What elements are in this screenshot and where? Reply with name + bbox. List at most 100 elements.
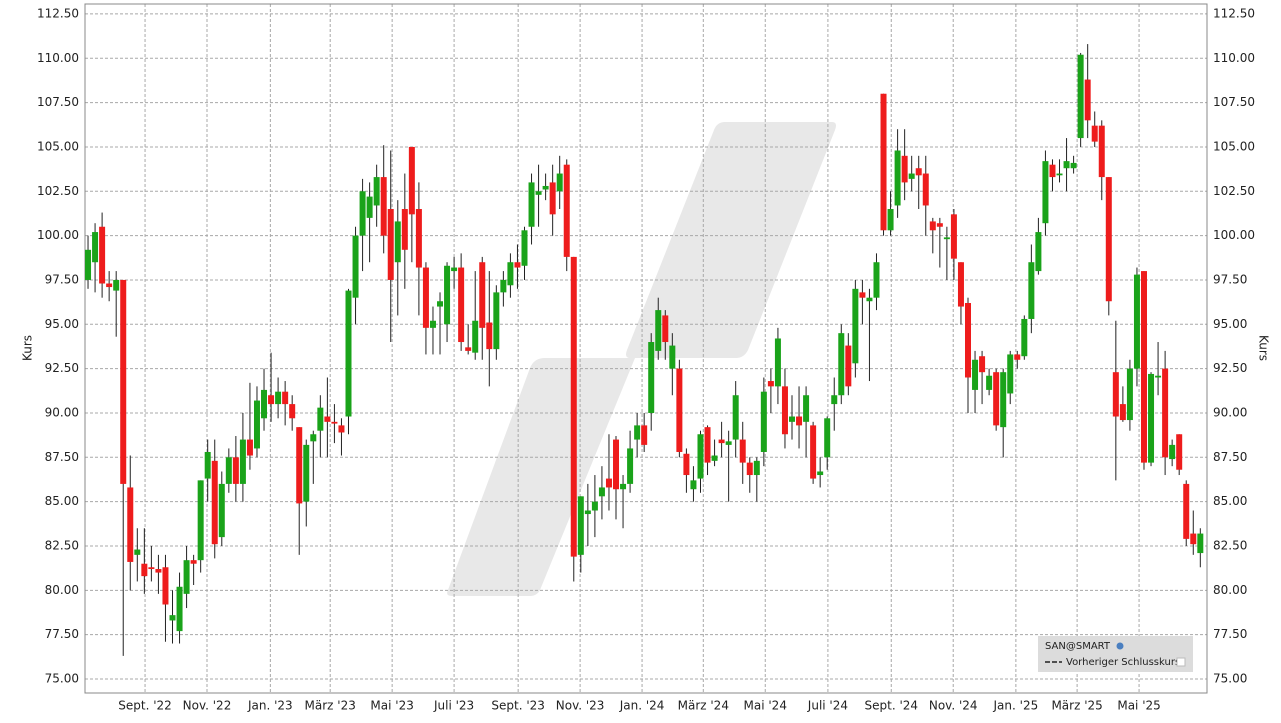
y2-axis-label: Kurs bbox=[1257, 335, 1271, 361]
candle-body bbox=[148, 567, 155, 570]
candle-body bbox=[725, 441, 732, 445]
candle-body bbox=[950, 214, 957, 259]
candle-body bbox=[134, 549, 141, 555]
candle-body bbox=[1155, 375, 1162, 378]
y2-tick-label: 92.50 bbox=[1213, 361, 1247, 375]
candle-body bbox=[211, 460, 218, 545]
x-tick-label: März '24 bbox=[678, 699, 729, 713]
candle-body bbox=[1028, 262, 1035, 319]
y2-tick-label: 112.50 bbox=[1213, 6, 1255, 20]
candle-body bbox=[1091, 125, 1098, 142]
candle-body bbox=[437, 301, 444, 307]
candle-body bbox=[239, 439, 246, 484]
y2-tick-label: 100.00 bbox=[1213, 228, 1255, 242]
candle-body bbox=[493, 292, 500, 350]
legend-label: Vorheriger Schlusskurs bbox=[1066, 657, 1180, 668]
y2-tick-label: 95.00 bbox=[1213, 317, 1247, 331]
candle-body bbox=[613, 439, 620, 490]
candle-body bbox=[655, 310, 662, 351]
candle-body bbox=[570, 256, 577, 557]
candle-body bbox=[197, 480, 204, 561]
candle-body bbox=[774, 338, 781, 387]
legend-label: SAN@SMART bbox=[1045, 641, 1111, 652]
y2-tick-label: 75.00 bbox=[1213, 671, 1247, 685]
candle-body bbox=[275, 391, 282, 405]
candle-body bbox=[1077, 54, 1084, 139]
x-tick-label: Juli '23 bbox=[433, 699, 474, 713]
candle-body bbox=[929, 221, 936, 231]
y2-tick-label: 110.00 bbox=[1213, 51, 1255, 65]
x-tick-label: Nov. '23 bbox=[556, 699, 605, 713]
candle-body bbox=[845, 345, 852, 387]
candle-body bbox=[190, 560, 197, 564]
candle-body bbox=[662, 315, 669, 343]
candle-body bbox=[176, 586, 183, 632]
candle-body bbox=[458, 267, 465, 343]
candle-body bbox=[1007, 354, 1014, 394]
candle-body bbox=[352, 235, 359, 298]
candle-body bbox=[641, 425, 648, 445]
y-tick-label: 75.00 bbox=[45, 671, 79, 685]
candle-body bbox=[1148, 373, 1155, 463]
candle-body bbox=[514, 262, 521, 268]
x-tick-label: Juli '24 bbox=[807, 699, 848, 713]
candle-body bbox=[810, 425, 817, 479]
y-tick-label: 82.50 bbox=[45, 538, 79, 552]
candle-body bbox=[803, 395, 810, 422]
candle-body bbox=[394, 221, 401, 263]
candle-body bbox=[296, 427, 303, 504]
candle-body bbox=[303, 444, 310, 502]
candle-body bbox=[338, 425, 345, 433]
candle-body bbox=[943, 237, 950, 240]
candle-body bbox=[915, 168, 922, 176]
y-tick-label: 80.00 bbox=[45, 583, 79, 597]
y-tick-label: 100.00 bbox=[37, 228, 79, 242]
candle-body bbox=[289, 404, 296, 419]
candle-body bbox=[113, 279, 120, 291]
candle-body bbox=[873, 262, 880, 298]
candle-body bbox=[1070, 162, 1077, 169]
candle-body bbox=[472, 320, 479, 353]
y-tick-label: 102.50 bbox=[37, 184, 79, 198]
candle-body bbox=[704, 427, 711, 463]
plot-frame bbox=[84, 3, 1208, 694]
x-tick-label: März '25 bbox=[1051, 699, 1102, 713]
candle-body bbox=[556, 173, 563, 192]
x-tick-label: Mai '23 bbox=[370, 699, 413, 713]
x-tick-label: Sept. '23 bbox=[491, 699, 545, 713]
candle-body bbox=[106, 283, 113, 288]
candle-body bbox=[1133, 274, 1140, 369]
candle-body bbox=[1035, 232, 1042, 272]
candle-body bbox=[683, 453, 690, 476]
candle-body bbox=[859, 292, 866, 298]
candle-body bbox=[535, 191, 542, 195]
candle-body bbox=[155, 569, 162, 573]
candle-body bbox=[922, 173, 929, 206]
candle-body bbox=[127, 487, 134, 562]
x-tick-label: Nov. '22 bbox=[183, 699, 232, 713]
y-tick-label: 92.50 bbox=[45, 361, 79, 375]
candle-body bbox=[598, 487, 605, 497]
candle-body bbox=[380, 177, 387, 236]
candle-body bbox=[246, 439, 253, 456]
candle-body bbox=[648, 342, 655, 413]
candle-body bbox=[1162, 368, 1169, 458]
candle-body bbox=[1084, 79, 1091, 121]
candle-body bbox=[732, 395, 739, 440]
candle-body bbox=[282, 391, 289, 405]
candle-body bbox=[169, 615, 176, 621]
candle-body bbox=[781, 386, 788, 435]
y2-tick-label: 85.00 bbox=[1213, 494, 1247, 508]
legend-checkbox[interactable] bbox=[1176, 657, 1186, 667]
candle-body bbox=[957, 262, 964, 307]
y-tick-label: 90.00 bbox=[45, 405, 79, 419]
candle-body bbox=[85, 249, 92, 280]
candle-body bbox=[697, 434, 704, 479]
candle-body bbox=[415, 209, 422, 268]
candle-body bbox=[331, 421, 338, 424]
candle-body bbox=[993, 372, 1000, 426]
candle-body bbox=[901, 155, 908, 183]
y2-tick-label: 102.50 bbox=[1213, 184, 1255, 198]
candle-body bbox=[345, 290, 352, 417]
